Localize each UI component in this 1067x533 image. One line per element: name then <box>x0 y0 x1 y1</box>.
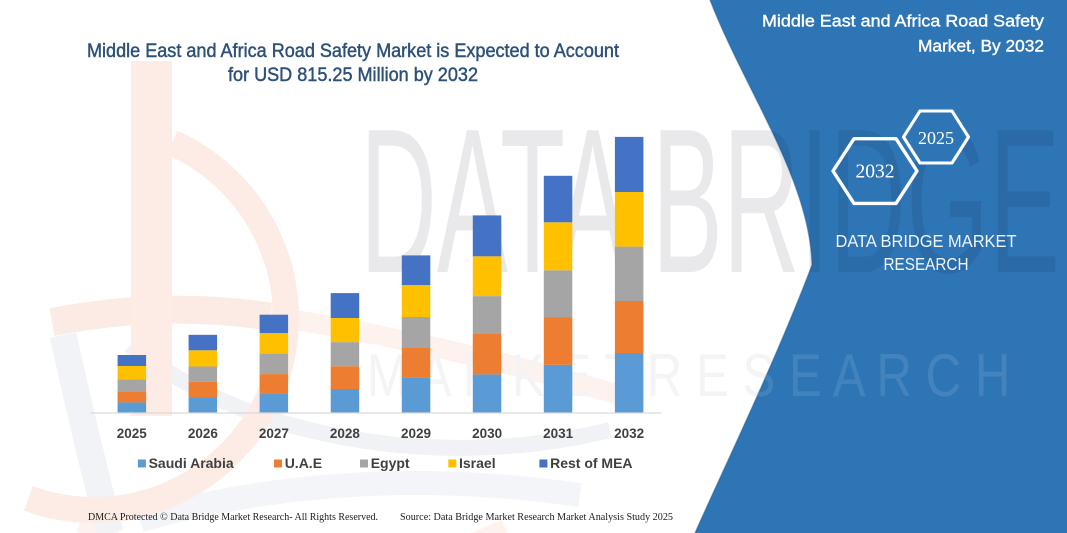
svg-text:2027: 2027 <box>259 426 289 441</box>
svg-text:2029: 2029 <box>401 426 431 441</box>
svg-text:2026: 2026 <box>188 426 219 441</box>
svg-text:Rest of MEA: Rest of MEA <box>550 455 632 471</box>
svg-text:2028: 2028 <box>330 426 361 441</box>
svg-text:Middle East and Africa Road Sa: Middle East and Africa Road Safety <box>762 12 1045 31</box>
svg-text:Source: Data Bridge Market Res: Source: Data Bridge Market Research Mark… <box>400 511 673 523</box>
svg-text:2032: 2032 <box>614 426 644 441</box>
svg-text:2025: 2025 <box>918 128 954 148</box>
svg-text:2030: 2030 <box>472 426 502 441</box>
svg-text:2025: 2025 <box>117 426 148 441</box>
svg-text:DMCA Protected © Data Bridge M: DMCA Protected © Data Bridge Market Rese… <box>88 511 378 523</box>
svg-text:Middle East and Africa Road Sa: Middle East and Africa Road Safety Marke… <box>87 40 620 62</box>
svg-text:RESEARCH: RESEARCH <box>884 254 969 274</box>
svg-text:Israel: Israel <box>459 455 496 471</box>
svg-text:Egypt: Egypt <box>371 455 410 471</box>
svg-text:2032: 2032 <box>856 162 895 183</box>
svg-text:Saudi Arabia: Saudi Arabia <box>149 455 234 471</box>
svg-text:for USD 815.25 Million by 2032: for USD 815.25 Million by 2032 <box>228 64 478 86</box>
svg-text:DATA BRIDGE MARKET: DATA BRIDGE MARKET <box>836 231 1017 251</box>
svg-text:Market, By 2032: Market, By 2032 <box>918 37 1044 56</box>
svg-text:U.A.E: U.A.E <box>285 455 322 471</box>
svg-text:2031: 2031 <box>543 426 574 441</box>
